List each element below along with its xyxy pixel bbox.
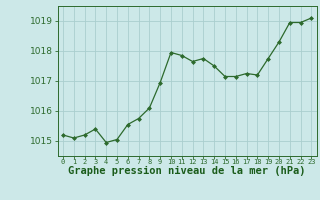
X-axis label: Graphe pression niveau de la mer (hPa): Graphe pression niveau de la mer (hPa) (68, 166, 306, 176)
